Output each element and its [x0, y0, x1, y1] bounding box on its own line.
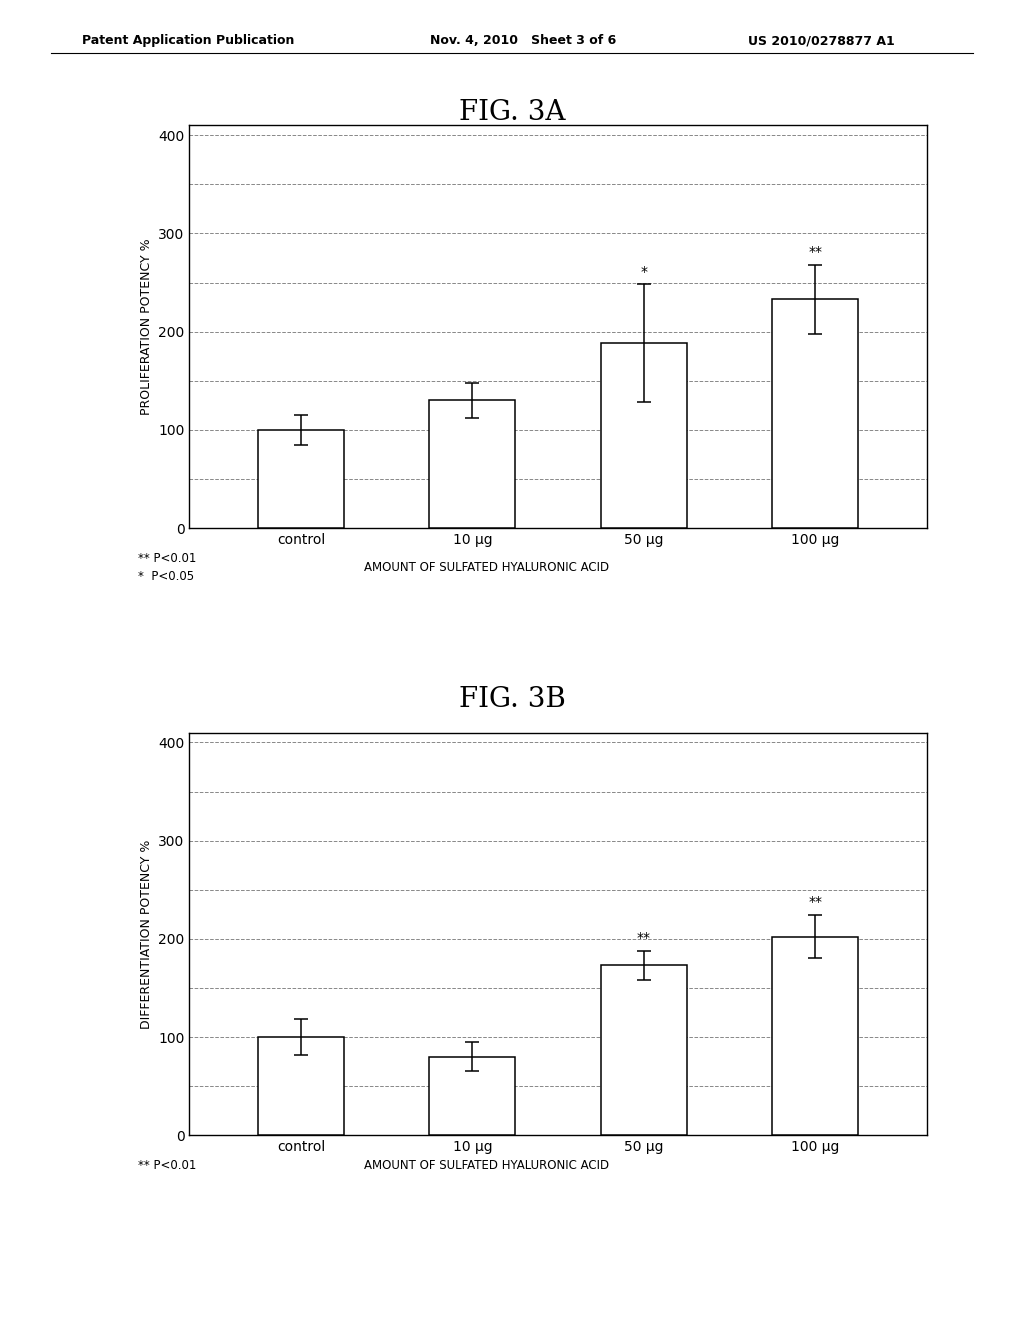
Bar	[258, 430, 344, 528]
Bar	[601, 343, 687, 528]
Text: AMOUNT OF SULFATED HYALURONIC ACID: AMOUNT OF SULFATED HYALURONIC ACID	[364, 1159, 608, 1172]
Bar	[258, 1038, 344, 1135]
Text: *: *	[640, 264, 647, 279]
Bar	[429, 400, 515, 528]
Text: AMOUNT OF SULFATED HYALURONIC ACID: AMOUNT OF SULFATED HYALURONIC ACID	[364, 561, 608, 574]
Text: **: **	[808, 246, 822, 259]
Text: FIG. 3B: FIG. 3B	[459, 686, 565, 713]
Text: Nov. 4, 2010   Sheet 3 of 6: Nov. 4, 2010 Sheet 3 of 6	[430, 34, 616, 48]
Text: *  P<0.05: * P<0.05	[138, 570, 195, 583]
Y-axis label: PROLIFERATION POTENCY %: PROLIFERATION POTENCY %	[139, 239, 153, 414]
Text: ** P<0.01: ** P<0.01	[138, 552, 197, 565]
Text: FIG. 3A: FIG. 3A	[459, 99, 565, 125]
Text: ** P<0.01: ** P<0.01	[138, 1159, 197, 1172]
Bar	[772, 300, 858, 528]
Text: **: **	[637, 931, 651, 945]
Bar	[429, 1056, 515, 1135]
Text: **: **	[808, 895, 822, 909]
Y-axis label: DIFFERENTIATION POTENCY %: DIFFERENTIATION POTENCY %	[139, 840, 153, 1028]
Bar	[772, 937, 858, 1135]
Text: Patent Application Publication: Patent Application Publication	[82, 34, 294, 48]
Text: US 2010/0278877 A1: US 2010/0278877 A1	[748, 34, 894, 48]
Bar	[601, 965, 687, 1135]
